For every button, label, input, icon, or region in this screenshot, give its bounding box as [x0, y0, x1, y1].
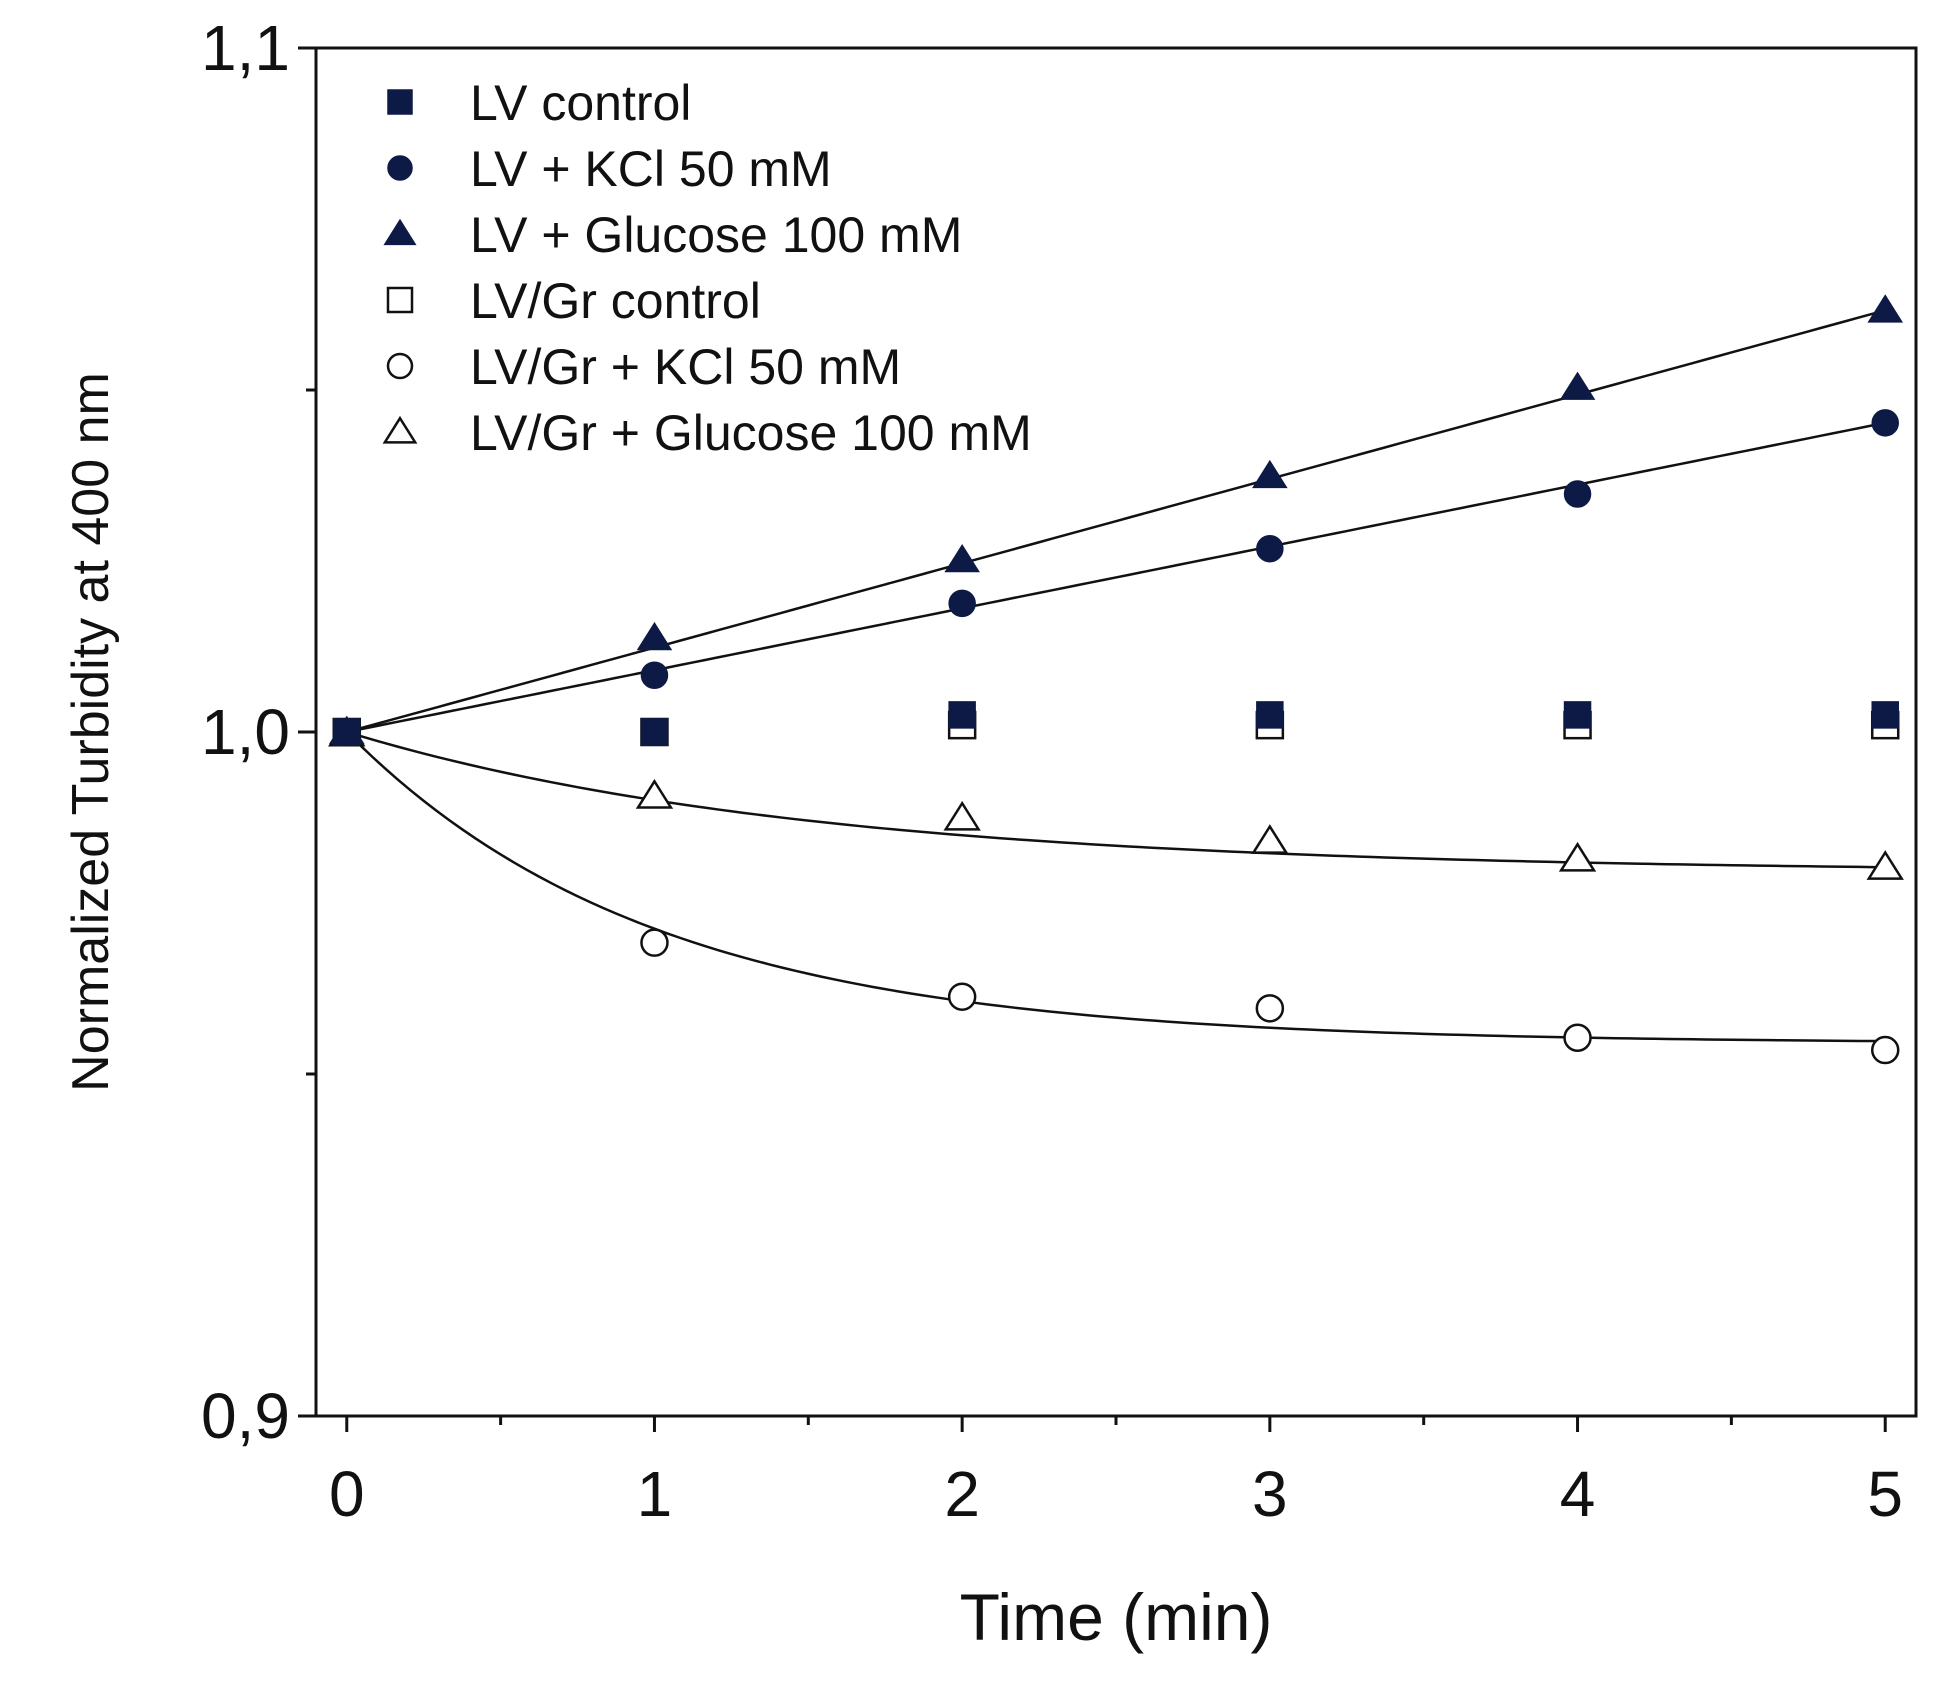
x-axis-title: Time (min) [960, 1580, 1273, 1654]
legend-label: LV/Gr control [470, 273, 761, 329]
fit-curves [345, 309, 1886, 1043]
legend: LV control LV + KCl 50 mM LV + Glucose 100… [382, 75, 1032, 461]
data-point-lv-control [1256, 701, 1284, 729]
data-point-lv-gr-kcl-50-mm [1870, 1035, 1900, 1065]
data-point-lv-kcl-50-mm [640, 661, 669, 689]
series-lv-glucose-100-mm [328, 294, 1904, 744]
legend-label: LV/Gr + KCl 50 mM [470, 339, 901, 395]
data-point-lv-kcl-50-mm [1256, 534, 1284, 563]
data-point-lv-gr-glucose-100-mm [1558, 841, 1597, 872]
data-point-lv-gr-glucose-100-mm [635, 778, 674, 809]
data-point-lv-gr-glucose-100-mm [1251, 824, 1289, 854]
data-point-lv-gr-glucose-100-mm [1866, 850, 1904, 880]
legend-marker-lv-kcl-50-mm [387, 155, 413, 181]
data-point-lv-control [640, 718, 669, 746]
legend-label: LV/Gr + Glucose 100 mM [470, 405, 1032, 461]
fit-line-lv-kcl-50-mm [346, 421, 1886, 734]
data-point-lv-glucose-100-mm [636, 621, 673, 651]
fit-line-lv-gr-kcl-50-mm [345, 731, 1886, 1043]
data-point-lv-gr-kcl-50-mm [947, 982, 977, 1011]
axis-ticks: 0 1 2 3 4 5 0,9 1,0 1,1 [201, 12, 1903, 1530]
data-point-lv-glucose-100-mm [944, 543, 980, 573]
legend-label: LV control [470, 75, 691, 131]
data-point-lv-glucose-100-mm [328, 715, 365, 744]
x-tick-label: 0 [329, 1458, 365, 1530]
x-tick-label: 5 [1867, 1458, 1903, 1530]
x-tick-label: 1 [637, 1458, 673, 1530]
y-tick-label: 1,0 [201, 696, 290, 768]
data-point-lv-control [1563, 701, 1592, 729]
legend-marker-lv-control [387, 89, 413, 115]
legend-marker-lv-gr-kcl-50-mm [386, 352, 414, 380]
data-point-lv-kcl-50-mm [1563, 480, 1592, 508]
legend-marker-lv-glucose-100-mm [383, 218, 417, 246]
data-point-lv-kcl-50-mm [948, 589, 976, 618]
data-point-lv-gr-kcl-50-mm [640, 928, 669, 957]
legend-label: LV + Glucose 100 mM [470, 207, 962, 263]
data-point-lv-glucose-100-mm [1559, 371, 1596, 400]
legend-marker-lv-gr-control [386, 286, 414, 314]
x-tick-label: 3 [1252, 1458, 1288, 1530]
y-tick-label: 1,1 [201, 12, 290, 84]
legend-marker-lv-gr-glucose-100-mm [382, 415, 418, 444]
data-point-lv-gr-kcl-50-mm [1563, 1023, 1592, 1052]
fit-line-lv-gr-glucose-100-mm [346, 730, 1886, 869]
data-point-lv-control [1871, 701, 1899, 729]
data-point-lv-glucose-100-mm [1867, 294, 1904, 323]
y-tick-label: 0,9 [201, 1380, 290, 1452]
data-point-lv-glucose-100-mm [1252, 459, 1288, 489]
data-point-lv-kcl-50-mm [1871, 409, 1899, 437]
data-point-lv-gr-kcl-50-mm [1255, 994, 1285, 1023]
data-point-lv-control [948, 701, 976, 729]
y-axis-title: Normalized Turbidity at 400 nm [62, 372, 120, 1092]
data-points [328, 294, 1904, 1065]
fit-line-lv-glucose-100-mm [346, 309, 1886, 734]
x-tick-label: 4 [1560, 1458, 1596, 1530]
data-point-lv-gr-glucose-100-mm [943, 800, 981, 831]
x-tick-label: 2 [944, 1458, 980, 1530]
legend-label: LV + KCl 50 mM [470, 141, 832, 197]
